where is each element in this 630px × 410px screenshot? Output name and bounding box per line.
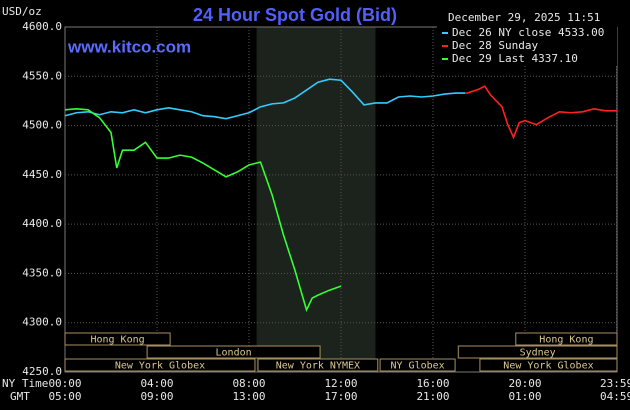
y-tick-label: 4500.0 (22, 119, 62, 132)
legend-label: Dec 28 Sunday (452, 39, 538, 52)
x2-tick-label: 13:00 (232, 390, 265, 403)
session-box (457, 345, 618, 359)
session-box (257, 358, 379, 372)
y-tick-label: 4450.0 (22, 168, 62, 181)
x-tick-label: 23:59 (600, 377, 630, 390)
session-label: NY Globex (390, 361, 444, 372)
session-label: New York Globex (115, 361, 205, 372)
y-unit-label: USD/oz (2, 5, 42, 18)
timestamp: December 29, 2025 11:51 (448, 11, 600, 24)
x2-axis-label: GMT (10, 390, 30, 403)
x2-tick-label: 17:00 (324, 390, 357, 403)
session-label: New York NYMEX (276, 361, 360, 372)
x2-tick-label: 09:00 (140, 390, 173, 403)
x2-tick-label: 21:00 (416, 390, 449, 403)
session-box (64, 332, 171, 346)
y-tick-label: 4550.0 (22, 69, 62, 82)
y-tick-label: 4250.0 (22, 365, 62, 378)
session-box (379, 358, 456, 372)
session-label: London (216, 348, 252, 359)
session-label: Hong Kong (90, 335, 144, 346)
session-box (64, 358, 256, 372)
x-tick-label: 08:00 (232, 377, 265, 390)
x-axis-label: NY Time (2, 377, 48, 390)
x-tick-label: 12:00 (324, 377, 357, 390)
legend-label: Dec 29 Last 4337.10 (452, 52, 578, 65)
price-line (64, 108, 342, 313)
x2-tick-label: 05:00 (48, 390, 81, 403)
price-line (64, 78, 466, 120)
chart-title: 24 Hour Spot Gold (Bid) (193, 5, 397, 25)
website: www.kitco.com (67, 37, 191, 56)
session-label: New York Globex (503, 361, 593, 372)
session-box (479, 358, 618, 372)
x-tick-label: 04:00 (140, 377, 173, 390)
y-tick-label: 4350.0 (22, 266, 62, 279)
session-label: Hong Kong (539, 335, 593, 346)
x2-tick-label: 01:00 (508, 390, 541, 403)
session-label: Sydney (520, 348, 556, 359)
legend-box (437, 26, 617, 66)
session-box (146, 345, 321, 359)
y-tick-label: 4400.0 (22, 217, 62, 230)
x-tick-label: 20:00 (508, 377, 541, 390)
session-box (515, 332, 618, 346)
x-tick-label: 16:00 (416, 377, 449, 390)
y-tick-label: 4600.0 (22, 20, 62, 33)
plot-frame (64, 26, 618, 373)
legend-label: Dec 26 NY close 4533.00 (452, 26, 604, 39)
y-tick-label: 4300.0 (22, 316, 62, 329)
x2-tick-label: 04:59 (600, 390, 630, 403)
x-tick-label: 00:00 (48, 377, 81, 390)
shaded-session (256, 27, 376, 372)
price-line (465, 85, 617, 140)
